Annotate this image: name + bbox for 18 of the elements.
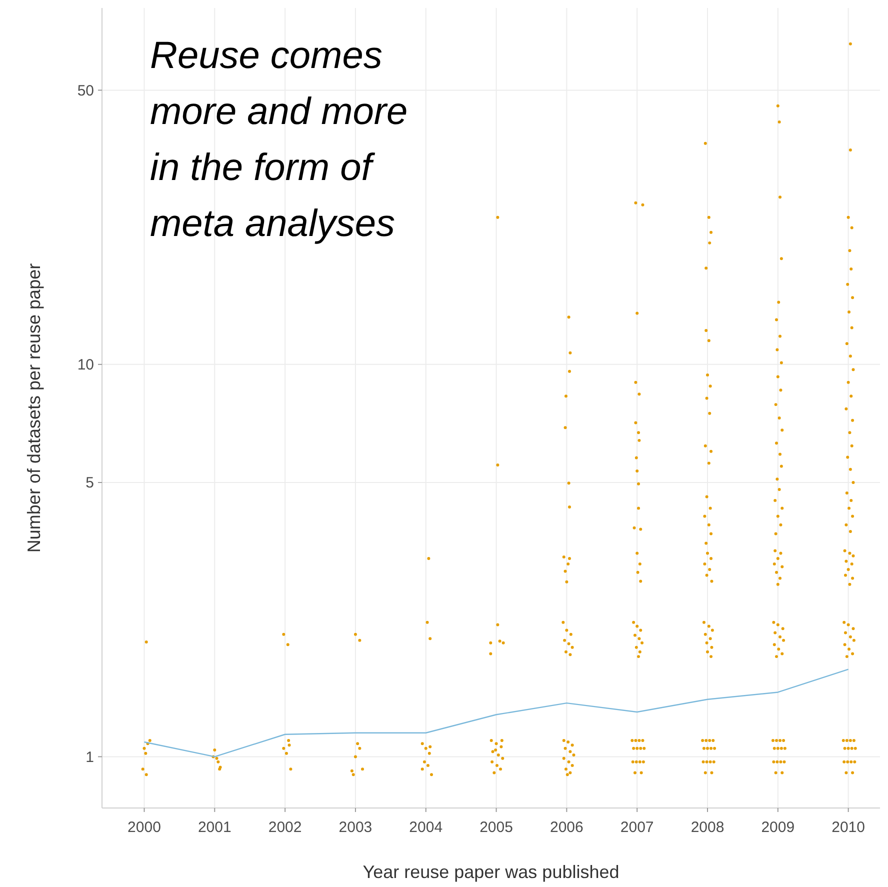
y-axis-title: Number of datasets per reuse paper	[24, 263, 44, 553]
x-tick-label: 2001	[198, 819, 232, 836]
x-tick-label: 2007	[620, 819, 654, 836]
x-axis-title: Year reuse paper was published	[362, 862, 620, 882]
x-tick-label: 2008	[690, 819, 724, 836]
y-tick-label: 50	[77, 82, 94, 100]
x-tick-label: 2006	[550, 819, 584, 836]
x-tick-label: 2009	[761, 819, 795, 836]
y-tick-label: 10	[77, 356, 94, 374]
x-tick-label: 2003	[338, 819, 372, 836]
x-tick-label: 2000	[128, 819, 161, 836]
y-tick-label: 5	[86, 474, 94, 492]
x-tick-label: 2002	[268, 819, 302, 836]
x-tick-label: 2005	[480, 819, 513, 836]
x-tick-label: 2010	[832, 819, 866, 836]
y-tick-label: 1	[86, 748, 94, 766]
annotation: Reuse comes more and more in the form of meta analyses	[150, 35, 408, 245]
x-tick-label: 2004	[409, 819, 443, 836]
